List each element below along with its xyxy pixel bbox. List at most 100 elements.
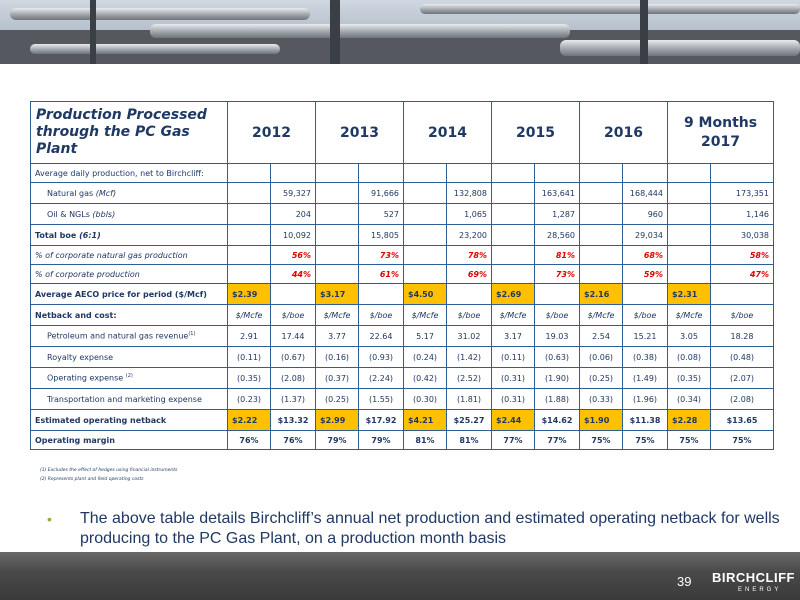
cell: $2.22 [227, 409, 271, 431]
cell: 5.17 [403, 325, 447, 347]
table-row: Operating expense (2) (0.35) (2.08) (0.3… [30, 367, 774, 389]
cell: 1,065 [446, 203, 492, 225]
table-row: Estimated operating netback $2.22 $13.32… [30, 409, 774, 431]
cell: (0.11) [227, 346, 271, 368]
cell: 1,146 [710, 203, 774, 225]
cell: (1.49) [622, 367, 668, 389]
cell: $2.69 [491, 283, 535, 305]
cell: (0.33) [579, 388, 623, 410]
cell: 17.44 [270, 325, 316, 347]
table-row: Average daily production, net to Birchcl… [30, 163, 774, 183]
cell: 22.64 [358, 325, 404, 347]
cell: $25.27 [446, 409, 492, 431]
cell: 61% [358, 264, 404, 284]
cell: 527 [358, 203, 404, 225]
cell: 59,327 [270, 182, 316, 204]
table-row: Average AECO price for period ($/Mcf) $2… [30, 283, 774, 305]
cell: $13.32 [270, 409, 316, 431]
row-label: Total boe (6:1) [30, 224, 228, 246]
cell: 15.21 [622, 325, 668, 347]
row-label: Petroleum and natural gas revenue(1) [30, 325, 228, 347]
cell: $2.16 [579, 283, 623, 305]
year-header: 2013 [315, 101, 404, 164]
cell: (1.90) [534, 367, 580, 389]
cell: 2.91 [227, 325, 271, 347]
cell: $4.50 [403, 283, 447, 305]
company-logo: BIRCHCLIFF ENERGY [712, 570, 795, 593]
cell: 59% [622, 264, 668, 284]
header-photo-banner [0, 0, 800, 64]
unit-cell: $/boe [710, 304, 774, 326]
cell: (0.37) [315, 367, 359, 389]
table-row: Oil & NGLs (bbls) 204 527 1,065 1,287 96… [30, 203, 774, 225]
cell: 29,034 [622, 224, 668, 246]
row-label: Transportation and marketing expense [30, 388, 228, 410]
table-row: Netback and cost: $/Mcfe $/boe $/Mcfe $/… [30, 304, 774, 326]
cell: $1.90 [579, 409, 623, 431]
unit-cell: $/Mcfe [579, 304, 623, 326]
production-table: Production Processed through the PC Gas … [30, 101, 774, 450]
cell: (0.06) [579, 346, 623, 368]
cell: (0.11) [491, 346, 535, 368]
unit-cell: $/boe [358, 304, 404, 326]
cell: $3.17 [315, 283, 359, 305]
table-row: Transportation and marketing expense (0.… [30, 388, 774, 410]
cell: (0.42) [403, 367, 447, 389]
row-label: Average daily production, net to Birchcl… [30, 163, 228, 183]
cell: 3.17 [491, 325, 535, 347]
cell: 56% [270, 245, 316, 265]
cell: (0.31) [491, 388, 535, 410]
logo-name: BIRCHCLIFF [712, 570, 795, 585]
unit-cell: $/boe [534, 304, 580, 326]
row-label: Oil & NGLs (bbls) [30, 203, 228, 225]
cell: 73% [358, 245, 404, 265]
cell: (2.24) [358, 367, 404, 389]
cell: $4.21 [403, 409, 447, 431]
table-row: Operating margin 76% 76% 79% 79% 81% 81%… [30, 430, 774, 450]
cell: 81% [403, 430, 447, 450]
row-label: Operating expense (2) [30, 367, 228, 389]
cell: (0.35) [667, 367, 711, 389]
cell: (0.30) [403, 388, 447, 410]
cell: 77% [491, 430, 535, 450]
cell: (0.35) [227, 367, 271, 389]
year-header: 9 Months 2017 [667, 101, 774, 164]
unit-cell: $/Mcfe [403, 304, 447, 326]
cell: 81% [534, 245, 580, 265]
cell: (1.42) [446, 346, 492, 368]
year-header: 2016 [579, 101, 668, 164]
unit-cell: $/Mcfe [315, 304, 359, 326]
unit-cell: $/boe [446, 304, 492, 326]
table-row: Petroleum and natural gas revenue(1) 2.9… [30, 325, 774, 347]
cell: (1.55) [358, 388, 404, 410]
cell: 78% [446, 245, 492, 265]
cell: (0.31) [491, 367, 535, 389]
cell: 75% [710, 430, 774, 450]
cell: (1.81) [446, 388, 492, 410]
cell: 1,287 [534, 203, 580, 225]
unit-cell: $/Mcfe [227, 304, 271, 326]
unit-cell: $/boe [622, 304, 668, 326]
row-label: % of corporate production [30, 264, 228, 284]
cell: 68% [622, 245, 668, 265]
logo-subtitle: ENERGY [738, 587, 782, 593]
row-label: Operating margin [30, 430, 228, 450]
footer-bar [0, 552, 800, 600]
cell: 15,805 [358, 224, 404, 246]
cell: (1.88) [534, 388, 580, 410]
cell: (2.52) [446, 367, 492, 389]
year-header: 2012 [227, 101, 316, 164]
cell: (0.16) [315, 346, 359, 368]
unit-cell: $/Mcfe [667, 304, 711, 326]
cell: (0.25) [579, 367, 623, 389]
cell: (0.48) [710, 346, 774, 368]
year-header: 2014 [403, 101, 492, 164]
cell: 168,444 [622, 182, 668, 204]
table-row: % of corporate production 44% 61% 69% 73… [30, 264, 774, 284]
page-number: 39 [677, 574, 692, 589]
unit-cell: $/Mcfe [491, 304, 535, 326]
table-row: Natural gas (Mcf) 59,327 91,666 132,808 … [30, 182, 774, 204]
cell: 76% [227, 430, 271, 450]
cell: 77% [534, 430, 580, 450]
cell: 75% [622, 430, 668, 450]
